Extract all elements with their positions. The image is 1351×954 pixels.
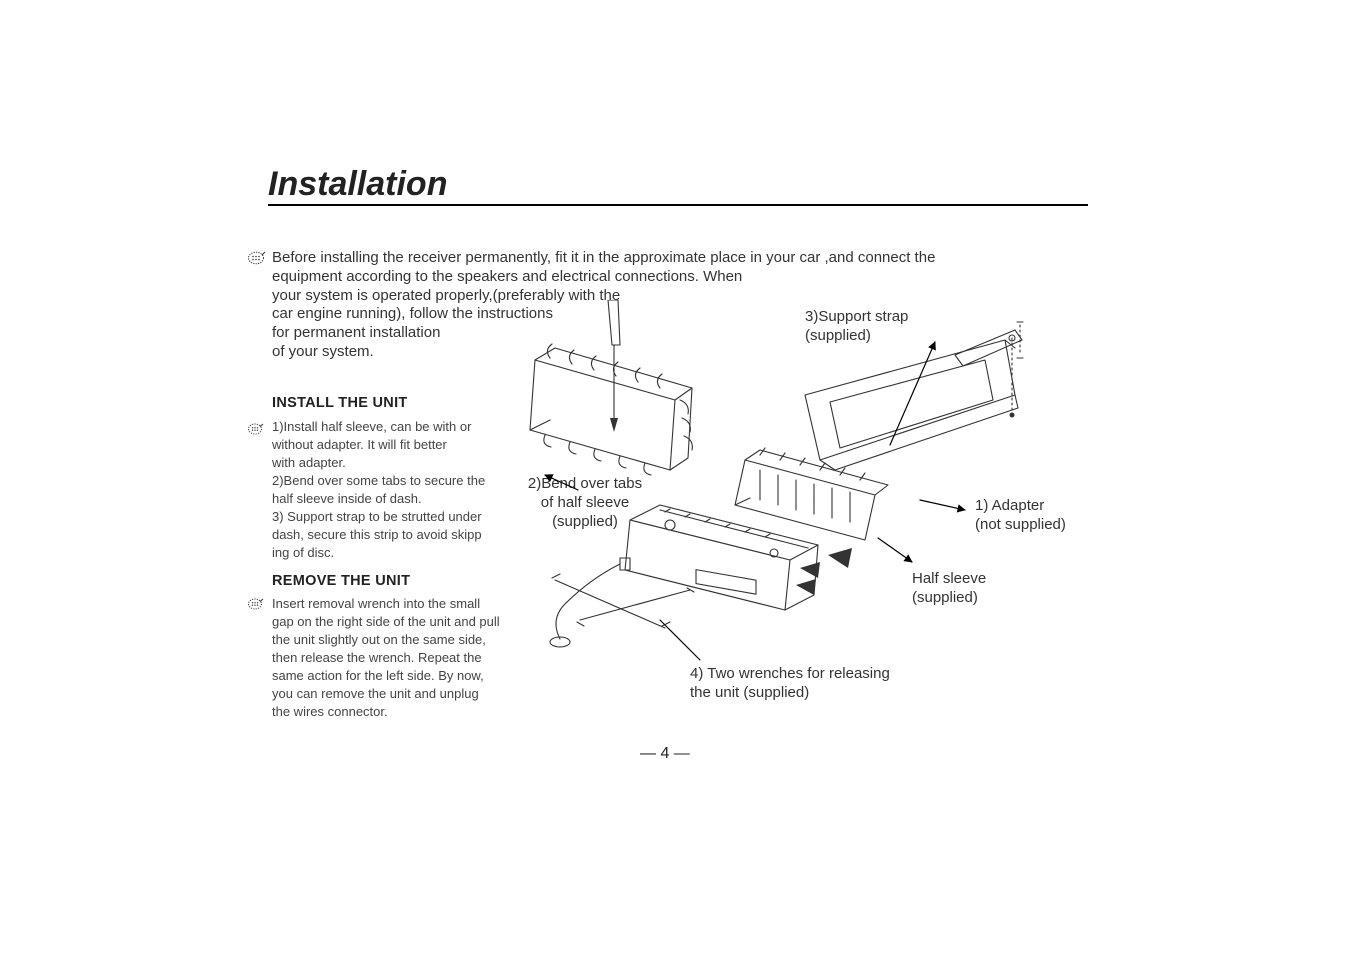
install-heading: INSTALL THE UNIT	[272, 395, 408, 411]
page-title: Installation	[268, 165, 447, 204]
installation-diagram	[460, 300, 1100, 680]
bullet-icon	[248, 598, 264, 610]
bullet-icon	[248, 423, 264, 435]
page-number-value: 4	[660, 745, 669, 762]
page: Installation Before installing the recei…	[0, 0, 1351, 954]
remove-heading: REMOVE THE UNIT	[272, 573, 410, 589]
page-number: — 4 —	[640, 745, 690, 763]
bullet-icon	[248, 251, 266, 265]
title-rule	[268, 204, 1088, 206]
